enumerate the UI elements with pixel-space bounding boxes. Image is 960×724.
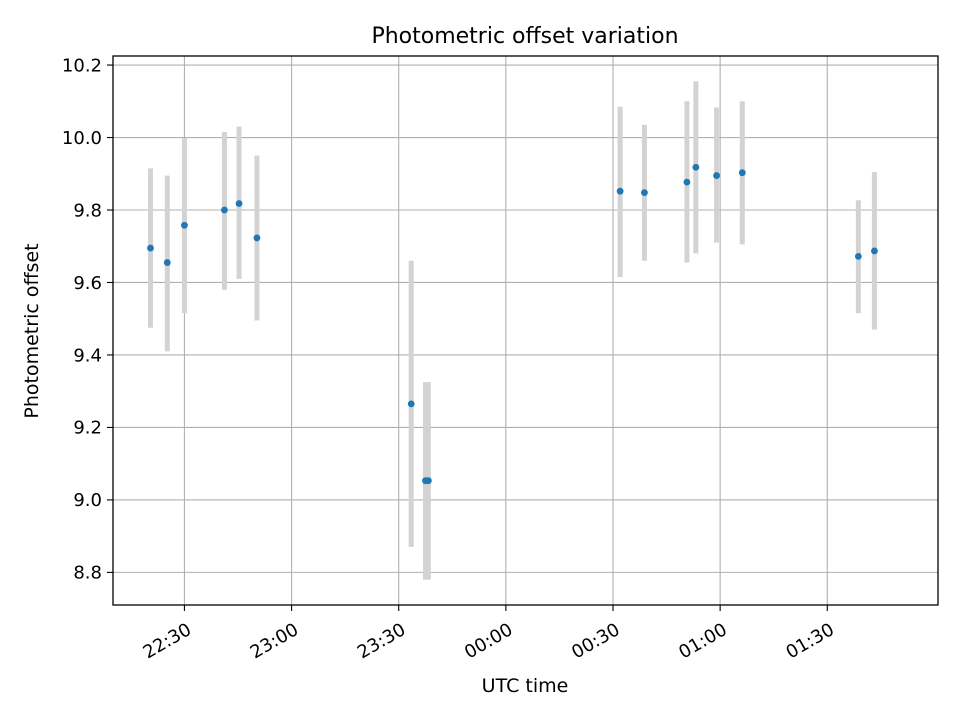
y-tick-label: 10.0 [62,128,102,149]
data-point [854,252,862,260]
y-tick-label: 9.4 [73,345,102,366]
grid [113,56,938,605]
data-point [253,234,261,242]
data-point [692,163,700,171]
y-tick-label: 9.0 [73,490,102,511]
data-point [235,200,243,207]
data-point [163,259,171,266]
data-point [738,169,746,177]
y-tick-label: 9.6 [73,273,102,294]
data-point [713,172,720,179]
data-point [616,187,624,195]
y-tick-label: 9.2 [73,418,102,439]
x-axis-label: UTC time [482,675,569,697]
data-point [424,477,432,485]
data-point [181,221,188,229]
y-tick-label: 10.2 [62,55,102,76]
data-points [147,163,878,485]
y-axis-ticks: 8.8 9.0 9.2 9.4 9.6 9.8 10.0 10.2 [62,55,113,584]
data-point [221,206,228,214]
data-point [871,247,878,255]
plot-frame [112,55,939,606]
data-point [407,400,415,408]
y-tick-label: 9.8 [73,200,102,221]
y-tick-label: 8.8 [73,563,102,584]
data-point [641,189,648,197]
data-point [683,178,691,186]
data-point [147,244,154,252]
chart-title: Photometric offset variation [371,24,678,49]
y-axis-label: Photometric offset [21,243,43,418]
